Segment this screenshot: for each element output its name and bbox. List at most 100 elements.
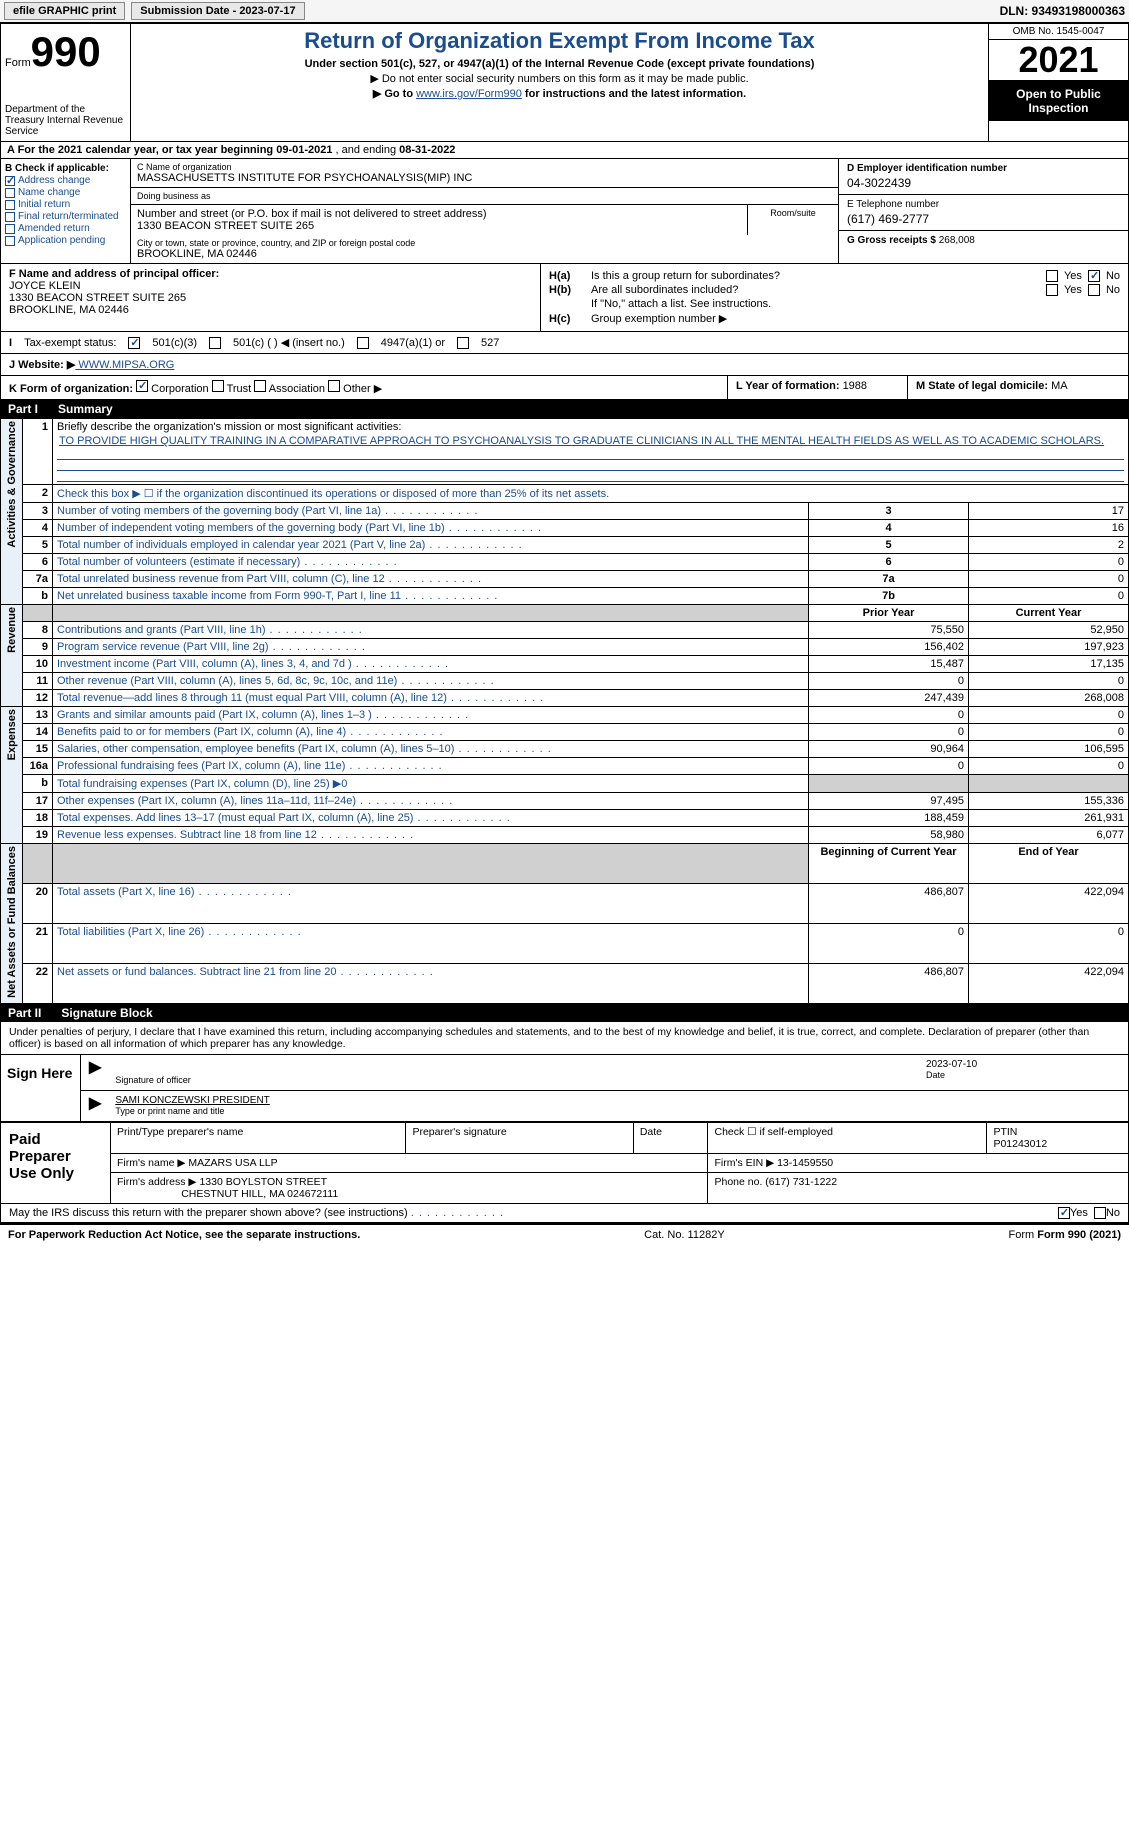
- part1-title: Summary: [58, 402, 113, 416]
- dept-label: Department of the Treasury Internal Reve…: [5, 104, 126, 137]
- chk-lbl-3: Final return/terminated: [18, 211, 119, 222]
- form-title: Return of Organization Exempt From Incom…: [135, 28, 984, 54]
- k-opt2: Association: [269, 383, 325, 395]
- chk-address-change[interactable]: [5, 176, 15, 186]
- i-501c3[interactable]: [128, 337, 140, 349]
- tax-year: 2021: [989, 40, 1128, 81]
- org-name: MASSACHUSETTS INSTITUTE FOR PSYCHOANALYS…: [137, 172, 832, 184]
- form-number: 990: [31, 28, 101, 75]
- row-i: ITax-exempt status: 501(c)(3) 501(c) ( )…: [0, 332, 1129, 354]
- form-subtitle-2: ▶ Do not enter social security numbers o…: [135, 72, 984, 85]
- tel-value: (617) 469-2777: [847, 212, 1120, 226]
- irs-link[interactable]: www.irs.gov/Form990: [416, 88, 522, 100]
- part2-header: Part II Signature Block: [0, 1004, 1129, 1022]
- preparer-table: Paid Preparer Use Only Print/Type prepar…: [0, 1122, 1129, 1204]
- k-other[interactable]: [328, 380, 340, 392]
- row-a-calendar: A For the 2021 calendar year, or tax yea…: [0, 142, 1129, 159]
- footer-cat: Cat. No. 11282Y: [644, 1229, 725, 1241]
- row-kl: K Form of organization: Corporation Trus…: [0, 376, 1129, 400]
- part1-num: Part I: [8, 402, 38, 416]
- prep-title: Paid Preparer Use Only: [1, 1122, 111, 1203]
- i-opt0: 501(c)(3): [152, 337, 197, 349]
- sig-date-label: Date: [926, 1070, 945, 1080]
- hb-yes[interactable]: [1046, 284, 1058, 296]
- prep-h1: Print/Type preparer's name: [111, 1122, 406, 1153]
- chk-final-return[interactable]: [5, 212, 15, 222]
- sig-date-value: 2023-07-10: [926, 1059, 977, 1070]
- open-to-public: Open to Public Inspection: [989, 81, 1128, 121]
- ein-value: 04-3022439: [847, 176, 1120, 190]
- k-opt0: Corporation: [151, 383, 208, 395]
- chk-lbl-5: Application pending: [18, 235, 105, 246]
- org-city: BROOKLINE, MA 02446: [137, 248, 832, 260]
- chk-name-change[interactable]: [5, 188, 15, 198]
- sig-declaration: Under penalties of perjury, I declare th…: [1, 1022, 1128, 1054]
- k-trust[interactable]: [212, 380, 224, 392]
- sig-name-label: Type or print name and title: [115, 1106, 224, 1116]
- dln: DLN: 93493198000363: [1000, 4, 1125, 18]
- irsq-no[interactable]: [1094, 1207, 1106, 1219]
- goto-post: for instructions and the latest informat…: [522, 88, 746, 100]
- b-label: B Check if applicable:: [5, 163, 126, 174]
- form-subtitle-1: Under section 501(c), 527, or 4947(a)(1)…: [135, 58, 984, 70]
- irsq-yes[interactable]: [1058, 1207, 1070, 1219]
- website-link[interactable]: WWW.MIPSA.ORG: [75, 359, 174, 371]
- gross-value: 268,008: [939, 235, 975, 246]
- c-name-lbl: C Name of organization: [137, 162, 832, 172]
- firm-ein: 13-1459550: [777, 1157, 833, 1169]
- cal-label: A For the 2021 calendar year, or tax yea…: [7, 144, 276, 156]
- hb-text: Are all subordinates included?: [591, 284, 1040, 296]
- signature-block: Under penalties of perjury, I declare th…: [0, 1022, 1129, 1122]
- prep-h5: PTIN: [993, 1126, 1017, 1138]
- ha-yes[interactable]: [1046, 270, 1058, 282]
- i-4947[interactable]: [357, 337, 369, 349]
- gross-lbl: G Gross receipts $: [847, 235, 939, 246]
- i-501c[interactable]: [209, 337, 221, 349]
- efile-button[interactable]: efile GRAPHIC print: [4, 2, 125, 20]
- year-formation: 1988: [843, 380, 867, 392]
- section-h: H(a)Is this a group return for subordina…: [541, 264, 1128, 331]
- dba-lbl: Doing business as: [137, 191, 832, 201]
- prep-h3: Date: [633, 1122, 708, 1153]
- hb-no[interactable]: [1088, 284, 1100, 296]
- prep-h4: Check ☐ if self-employed: [708, 1122, 987, 1153]
- cal-mid: , and ending: [332, 144, 399, 156]
- ha-no[interactable]: [1088, 270, 1100, 282]
- chk-lbl-0: Address change: [18, 175, 90, 186]
- row-j: J Website: ▶ WWW.MIPSA.ORG: [0, 354, 1129, 376]
- phone-val: (617) 731-1222: [765, 1176, 837, 1188]
- chk-app-pending[interactable]: [5, 236, 15, 246]
- sig-name: SAMI KONCZEWSKI PRESIDENT: [115, 1095, 269, 1106]
- top-bar: efile GRAPHIC print Submission Date - 20…: [0, 0, 1129, 23]
- firm-name: MAZARS USA LLP: [188, 1157, 277, 1169]
- tel-lbl: E Telephone number: [847, 199, 939, 210]
- part2-title: Signature Block: [61, 1006, 152, 1020]
- k-assoc[interactable]: [254, 380, 266, 392]
- goto-pre: ▶ Go to: [373, 88, 416, 100]
- summary-data-table: Activities & Governance 1Briefly describ…: [0, 418, 1129, 1004]
- hc-text: Group exemption number ▶: [591, 312, 727, 325]
- prep-h2: Preparer's signature: [406, 1122, 633, 1153]
- irs-discuss-row: May the IRS discuss this return with the…: [0, 1204, 1129, 1223]
- k-corp[interactable]: [136, 380, 148, 392]
- firm-addr2: CHESTNUT HILL, MA 024672111: [181, 1188, 338, 1200]
- submission-date: Submission Date - 2023-07-17: [131, 2, 304, 20]
- footer-form-label: Form: [1009, 1229, 1038, 1241]
- l-label: L Year of formation:: [736, 380, 843, 392]
- section-d: D Employer identification number04-30224…: [838, 159, 1128, 263]
- omb-number: OMB No. 1545-0047: [989, 24, 1128, 40]
- form-header: Form990 Department of the Treasury Inter…: [0, 23, 1129, 142]
- chk-lbl-2: Initial return: [18, 199, 70, 210]
- cal-begin: 09-01-2021: [276, 144, 332, 156]
- chk-initial-return[interactable]: [5, 200, 15, 210]
- prep-ptin: P01243012: [993, 1138, 1047, 1150]
- k-label: K Form of organization:: [9, 383, 133, 395]
- part1-header: Part I Summary: [0, 400, 1129, 418]
- j-label: J Website: ▶: [9, 359, 75, 371]
- city-lbl: City or town, state or province, country…: [137, 238, 832, 248]
- chk-amended[interactable]: [5, 224, 15, 234]
- i-527[interactable]: [457, 337, 469, 349]
- form-label: Form: [5, 57, 31, 69]
- footer-form: Form 990 (2021): [1037, 1229, 1121, 1241]
- i-opt2: 4947(a)(1) or: [381, 337, 445, 349]
